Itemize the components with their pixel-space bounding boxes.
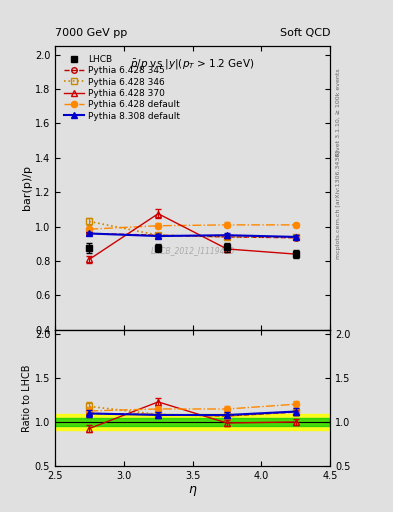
X-axis label: $\eta$: $\eta$ (188, 483, 197, 498)
Text: Soft QCD: Soft QCD (280, 28, 330, 38)
Text: 7000 GeV pp: 7000 GeV pp (55, 28, 127, 38)
Legend: LHCB, Pythia 6.428 345, Pythia 6.428 346, Pythia 6.428 370, Pythia 6.428 default: LHCB, Pythia 6.428 345, Pythia 6.428 346… (62, 53, 182, 122)
Text: Rivet 3.1.10, ≥ 100k events: Rivet 3.1.10, ≥ 100k events (336, 69, 341, 157)
Y-axis label: bar(p)/p: bar(p)/p (22, 165, 32, 210)
Y-axis label: Ratio to LHCB: Ratio to LHCB (22, 364, 32, 432)
Text: $\bar{p}/p$ vs $|y|$($p_{T}$ > 1.2 GeV): $\bar{p}/p$ vs $|y|$($p_{T}$ > 1.2 GeV) (130, 57, 255, 72)
Text: mcplots.cern.ch [arXiv:1306.3436]: mcplots.cern.ch [arXiv:1306.3436] (336, 151, 341, 259)
Text: LHCB_2012_I1119400: LHCB_2012_I1119400 (151, 246, 235, 255)
